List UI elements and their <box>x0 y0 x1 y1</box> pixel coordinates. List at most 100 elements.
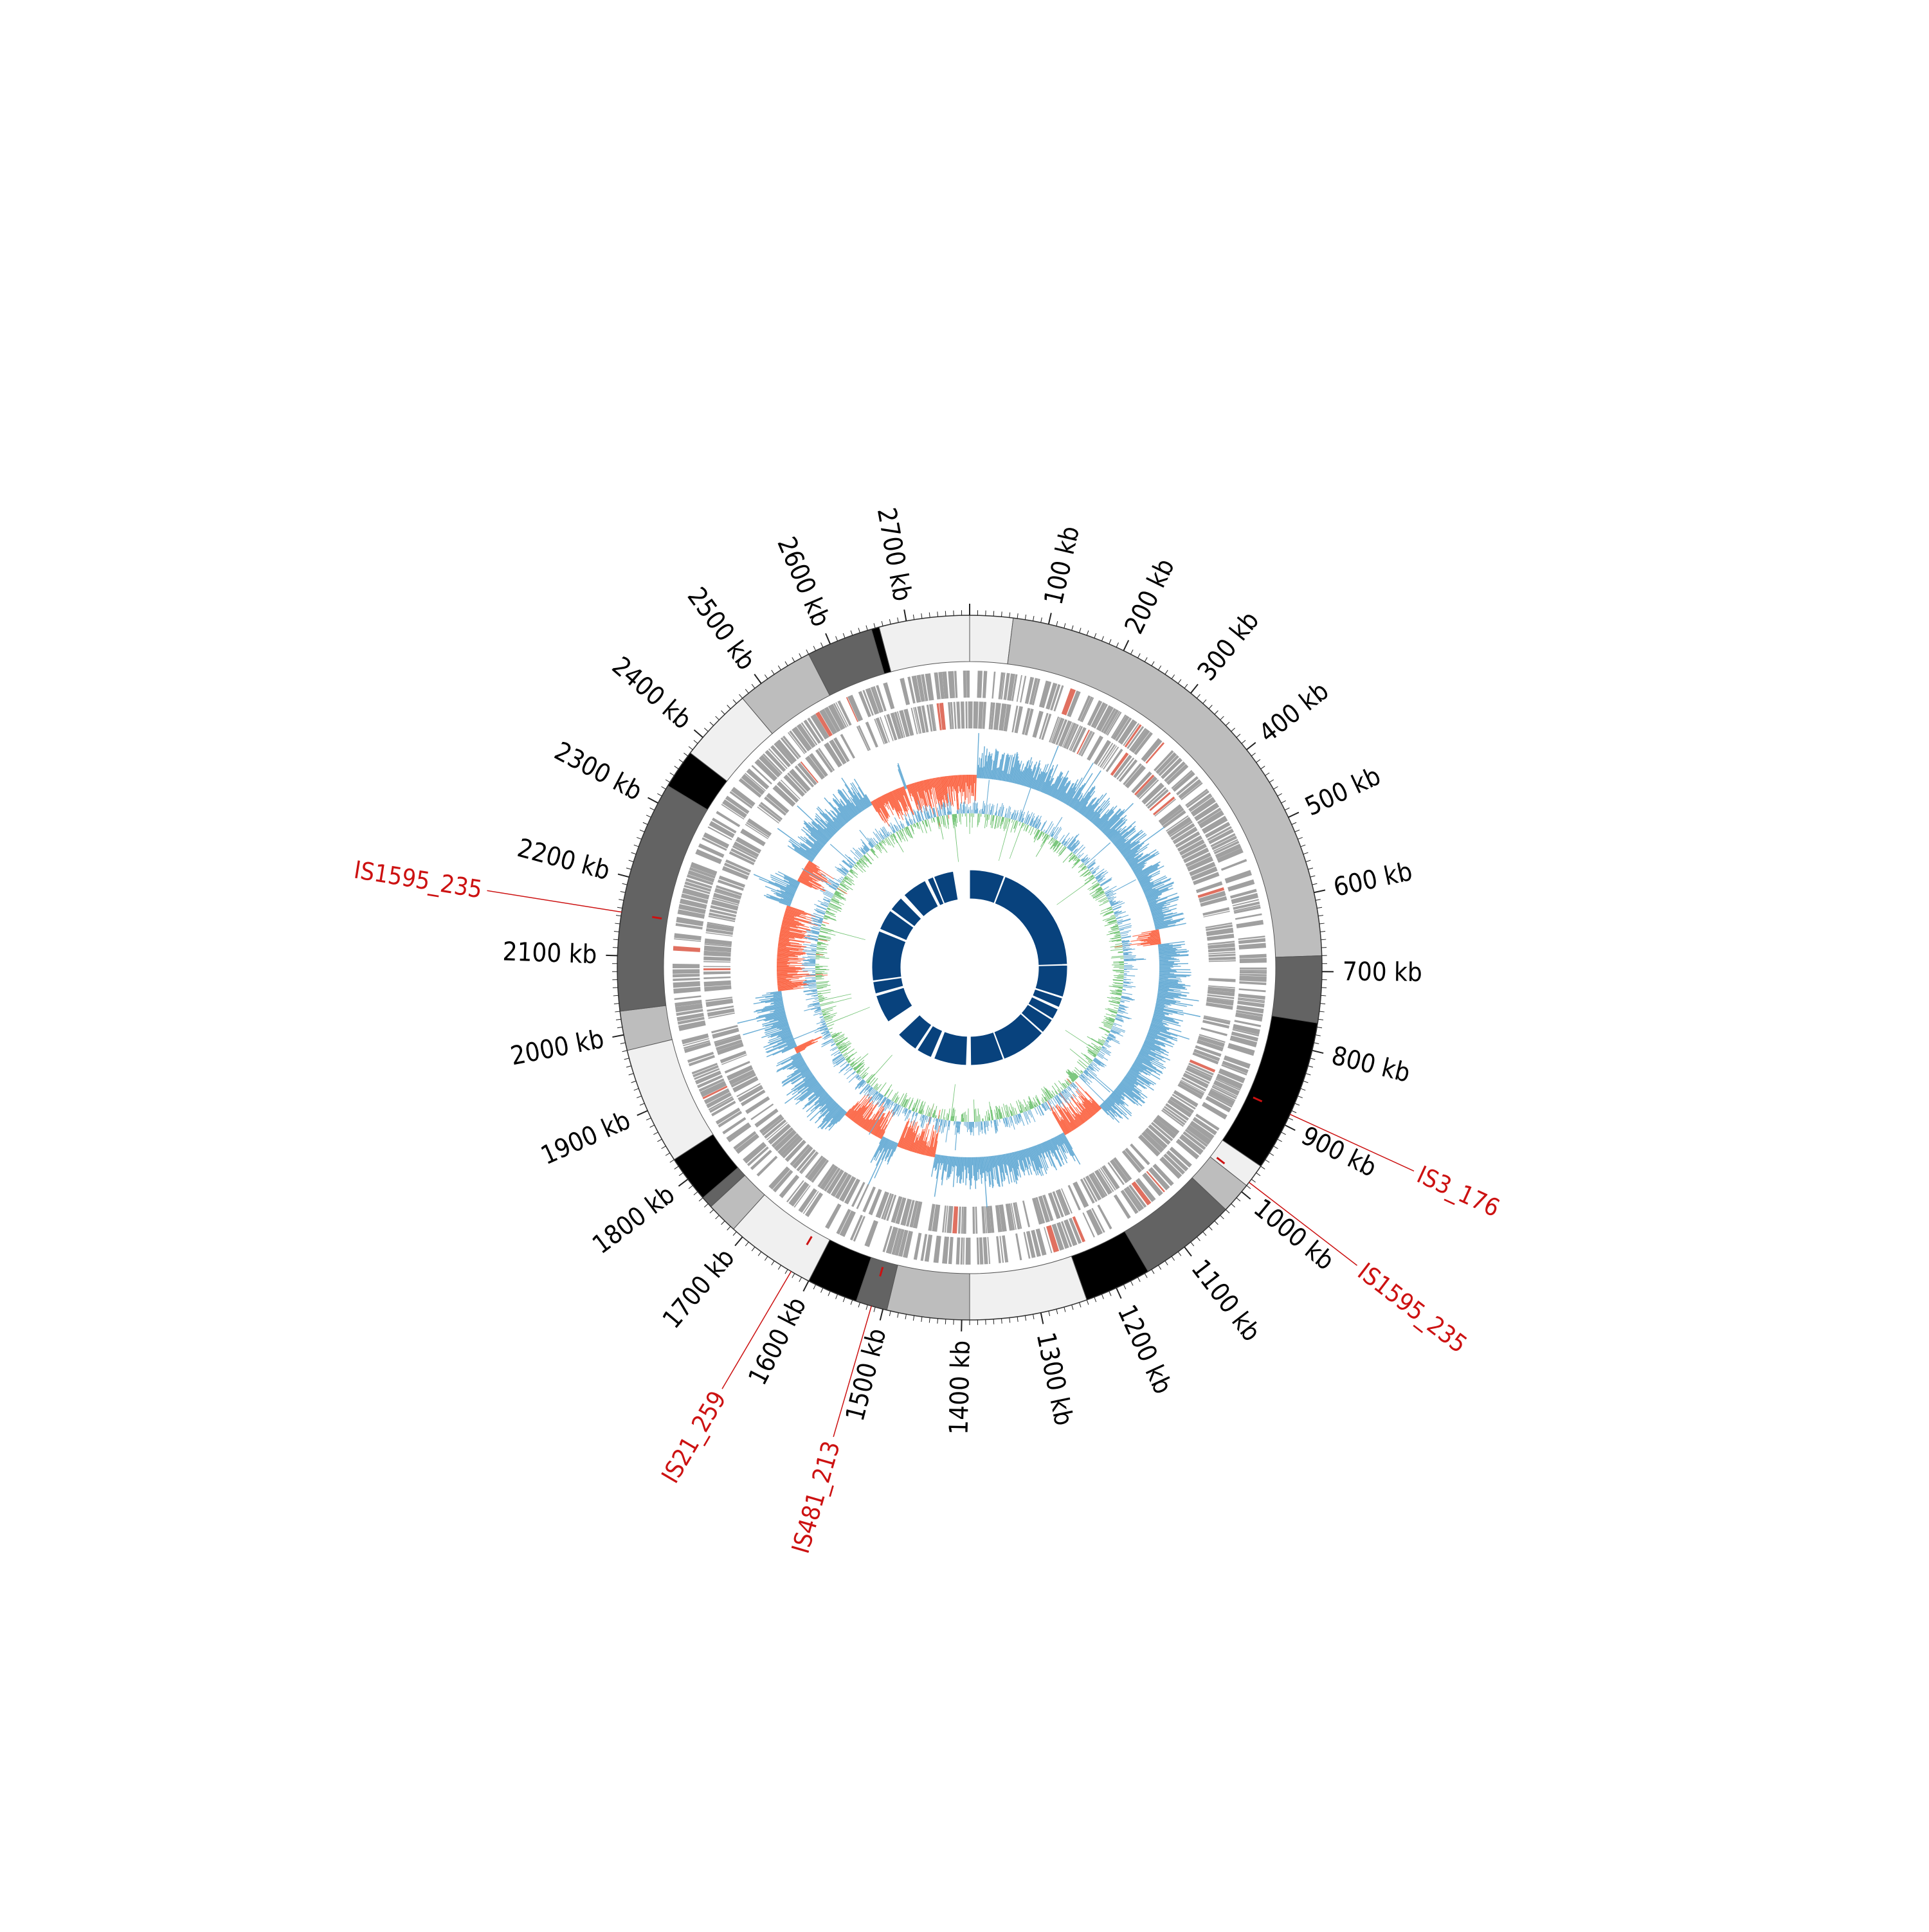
gc-content-bar <box>978 1108 979 1122</box>
tick-label: 1900 kb <box>537 1106 635 1171</box>
gene <box>703 968 730 970</box>
gene <box>975 1207 978 1234</box>
inner-blocks-track <box>872 870 1067 1065</box>
minor-tick <box>634 1088 639 1090</box>
gc-content-bar <box>814 904 827 910</box>
minor-tick <box>679 759 684 763</box>
minor-tick <box>662 786 666 789</box>
gene <box>968 701 970 728</box>
gc-content-bar <box>964 1112 965 1122</box>
minor-tick <box>657 793 662 796</box>
tick-label: 2200 kb <box>514 833 613 886</box>
gc-content-bar <box>843 860 853 868</box>
gc-content-bar <box>879 1083 887 1093</box>
gc-content-bar <box>831 899 839 903</box>
minor-tick <box>937 1319 938 1324</box>
minor-tick <box>1165 1261 1168 1265</box>
gene <box>961 701 964 728</box>
tick-label: 1500 kb <box>840 1326 892 1424</box>
tick-label: 2100 kb <box>502 937 597 970</box>
is-element-label: IS1595_235 <box>352 856 485 904</box>
gc-content-bar <box>816 957 829 959</box>
tick-label: 2600 kb <box>771 532 835 631</box>
minor-tick <box>1072 626 1073 631</box>
gene <box>963 671 966 698</box>
major-tick <box>1191 684 1198 693</box>
minor-tick <box>1145 1274 1147 1278</box>
minor-tick <box>1116 642 1118 647</box>
minor-tick <box>733 1232 736 1236</box>
gc-content-bar <box>1101 1036 1107 1040</box>
gc-content-bar <box>959 809 960 814</box>
gc-content-bar <box>1046 1088 1053 1098</box>
minor-tick <box>646 815 651 817</box>
gc-content-bar <box>966 804 967 813</box>
gc-content-bar <box>1010 823 1023 859</box>
minor-tick <box>1321 939 1326 940</box>
gc-content-bar <box>972 813 973 827</box>
gc-content-bar <box>956 814 957 823</box>
major-tick <box>1312 1051 1323 1053</box>
minor-tick <box>637 837 641 839</box>
gc-content-bar <box>840 884 849 890</box>
tick-label: 300 kb <box>1192 606 1265 686</box>
gc-content-bar <box>883 826 889 836</box>
gc-content-bar <box>1107 1037 1120 1044</box>
gene <box>673 981 700 988</box>
gc-content-bar <box>1048 837 1053 844</box>
gc-content-bar <box>1124 973 1127 974</box>
gene <box>977 1238 979 1265</box>
gc-content-bar <box>1058 847 1066 856</box>
minor-tick <box>806 649 809 654</box>
major-tick <box>1314 890 1325 892</box>
minor-tick <box>1281 800 1286 803</box>
minor-tick <box>1152 1269 1154 1274</box>
gc-content-bar <box>816 979 824 980</box>
gc-content-bar <box>912 824 914 827</box>
gc-content-bar <box>1103 887 1109 890</box>
gc-skew-bar <box>777 967 801 968</box>
gc-content-bar <box>1037 1099 1041 1105</box>
gc-skew-bar <box>795 1036 822 1050</box>
minor-tick <box>1215 710 1218 714</box>
gc-content-bar <box>1119 968 1124 969</box>
gc-content-bar <box>965 813 966 817</box>
gene <box>1208 978 1235 982</box>
gene <box>983 671 987 698</box>
major-tick <box>606 955 617 956</box>
gene <box>1209 960 1236 962</box>
gene <box>1240 954 1267 959</box>
gc-content-bar <box>1043 829 1045 832</box>
minor-tick <box>1256 759 1261 763</box>
gc-content-bar <box>816 977 822 979</box>
minor-tick <box>898 617 899 622</box>
gc-content-bar <box>867 1055 892 1083</box>
gc-content-bar <box>1110 1004 1119 1007</box>
minor-tick <box>1316 1035 1321 1036</box>
minor-tick <box>1220 1215 1224 1219</box>
minor-tick <box>843 1297 845 1302</box>
gc-skew-bar <box>795 1036 821 1049</box>
minor-tick <box>620 1043 626 1044</box>
minor-tick <box>1056 1309 1058 1314</box>
minor-tick <box>1209 705 1212 709</box>
gc-content-bar <box>1100 879 1111 886</box>
synteny-block <box>872 931 906 981</box>
gc-content-bar <box>975 1108 977 1122</box>
gc-content-bar <box>981 809 982 814</box>
gc-content-bar <box>945 1121 949 1142</box>
minor-tick <box>650 1125 655 1128</box>
gene <box>703 957 730 961</box>
gene <box>673 946 700 952</box>
minor-tick <box>993 1319 994 1324</box>
gc-content-track <box>793 780 1146 1150</box>
minor-tick <box>1172 674 1175 679</box>
gc-content-bar <box>834 894 846 901</box>
minor-tick <box>616 1019 621 1020</box>
minor-tick <box>739 694 743 698</box>
tick-label: 400 kb <box>1254 676 1335 749</box>
minor-tick <box>727 1227 730 1231</box>
minor-tick <box>1292 822 1296 824</box>
minor-tick <box>905 1314 906 1319</box>
